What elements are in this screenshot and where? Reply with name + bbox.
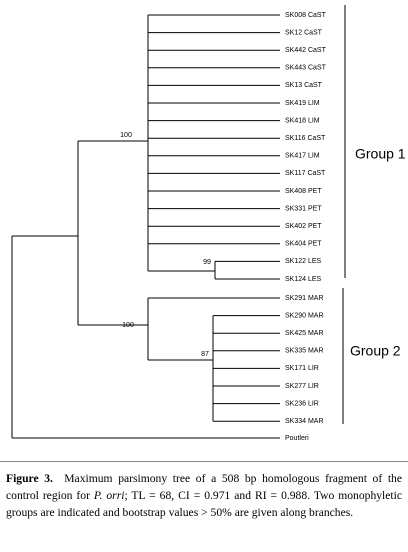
leaf-label: SK122 LES [285,258,322,265]
leaf-label: SK124 LES [285,276,322,283]
caption-label: Figure 3. [6,472,53,485]
leaf-label: SK13 CaST [285,82,323,89]
bootstrap-value: 99 [203,259,211,266]
leaf-label: SK418 LIM [285,117,320,124]
caption-species: P. orri [93,489,125,502]
leaf-label: Poutleri [285,435,309,442]
leaf-label: SK442 CaST [285,47,327,54]
leaf-label: SK404 PET [285,241,322,248]
caption-text: ; TL = 68, CI = 0.971 and RI = 0.988. Tw… [6,489,402,519]
leaf-label: SK277 LIR [285,383,319,390]
leaf-label: SK236 LIR [285,400,319,407]
separator [0,461,408,462]
leaf-label: SK008 CaST [285,12,327,19]
leaf-label: SK116 CaST [285,135,326,142]
leaf-label: SK171 LIR [285,365,319,372]
leaf-label: SK425 MAR [285,330,324,337]
group-label: Group 1 [355,146,406,162]
bootstrap-value: 87 [201,351,209,358]
leaf-label: SK419 LIM [285,100,320,107]
leaf-label: SK334 MAR [285,418,324,425]
bootstrap-value: 100 [120,132,132,139]
bootstrap-value: 100 [122,322,134,329]
leaf-label: SK443 CaST [285,65,327,72]
leaf-label: SK417 LIM [285,153,320,160]
leaf-label: SK408 PET [285,188,322,195]
caption-text: Maximum parsimony tree of a 508 bp homol… [6,472,402,502]
leaf-label: SK291 MAR [285,295,324,302]
leaf-label: SK117 CaST [285,170,326,177]
figure-caption: Figure 3. Maximum parsimony tree of a 50… [6,470,402,521]
leaf-label: SK402 PET [285,223,322,230]
group-label: Group 2 [350,343,401,359]
leaf-label: SK290 MAR [285,312,324,319]
leaf-label: SK12 CaST [285,29,323,36]
leaf-label: SK335 MAR [285,348,324,355]
leaf-label: SK331 PET [285,205,322,212]
phylogenetic-tree: SK008 CaST SK12 CaST SK442 CaST SK443 CaST S… [11,5,406,442]
